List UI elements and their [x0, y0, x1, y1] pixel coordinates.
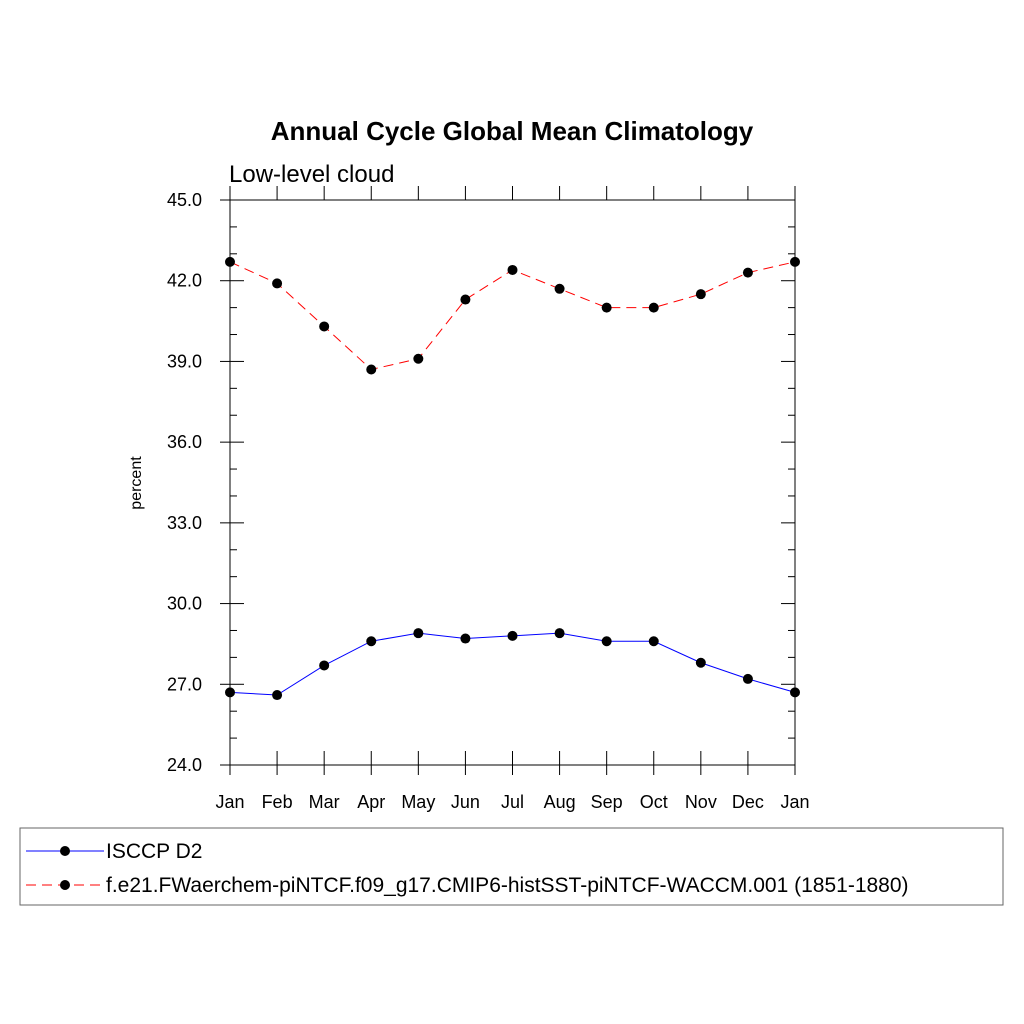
data-point	[413, 628, 424, 639]
series-layer	[225, 256, 800, 701]
data-point	[225, 687, 235, 698]
y-tick-label: 39.0	[167, 351, 202, 371]
data-point	[319, 660, 330, 671]
x-tick-label: Apr	[357, 792, 385, 812]
x-tick-label: Jul	[501, 792, 524, 812]
x-tick-label: Nov	[685, 792, 717, 812]
data-point	[648, 302, 659, 313]
x-tick-label: Sep	[591, 792, 623, 812]
x-tick-label: Oct	[640, 792, 668, 812]
data-point	[460, 633, 471, 644]
x-tick-label: Feb	[262, 792, 293, 812]
series-line	[229, 261, 796, 371]
data-point	[225, 256, 235, 267]
y-tick-label: 45.0	[167, 190, 202, 210]
data-point	[601, 302, 612, 313]
data-point	[366, 636, 377, 647]
data-point	[319, 321, 330, 332]
data-point	[695, 657, 706, 668]
axes: 24.0 27.0 30.0 33.0 36.0 39.0 42.0 45.0 Jan Feb Ma…	[167, 186, 810, 812]
series-1	[225, 256, 800, 375]
x-tick-label: Dec	[732, 792, 764, 812]
legend-marker	[60, 846, 70, 856]
data-point	[272, 690, 283, 701]
y-tick-label: 33.0	[167, 513, 202, 533]
legend-label: ISCCP D2	[106, 840, 202, 863]
legend-box	[19, 827, 1004, 906]
series-0	[225, 628, 800, 701]
data-point	[742, 673, 753, 684]
y-tick-label: 24.0	[167, 755, 202, 775]
data-point	[507, 630, 518, 641]
data-point	[507, 264, 518, 275]
y-tick-label: 30.0	[167, 594, 202, 614]
data-point	[554, 628, 565, 639]
x-tick-label: Jun	[451, 792, 480, 812]
x-tick-label: Jan	[780, 792, 809, 812]
data-point	[790, 256, 800, 267]
plot-frame	[229, 199, 796, 766]
legend-marker	[60, 880, 70, 890]
data-point	[648, 636, 659, 647]
data-point	[742, 267, 753, 278]
chart-title: Annual Cycle Global Mean Climatology	[271, 116, 754, 146]
x-tick-label: Mar	[309, 792, 340, 812]
data-point	[790, 687, 800, 698]
data-point	[366, 364, 377, 375]
x-tick-label: Aug	[544, 792, 576, 812]
data-point	[695, 289, 706, 300]
y-tick-label: 42.0	[167, 271, 202, 291]
x-tick-label: Jan	[215, 792, 244, 812]
y-tick-label: 27.0	[167, 674, 202, 694]
legend: ISCCP D2 f.e21.FWaerchem-piNTCF.f09_g17.C…	[19, 827, 1004, 906]
chart-subtitle: Low-level cloud	[229, 161, 394, 188]
y-tick-label: 36.0	[167, 432, 202, 452]
legend-label: f.e21.FWaerchem-piNTCF.f09_g17.CMIP6-his…	[106, 874, 909, 897]
series-line	[229, 632, 796, 696]
data-point	[601, 636, 612, 647]
x-tick-label: May	[401, 792, 435, 812]
data-point	[272, 278, 283, 289]
data-point	[554, 283, 565, 294]
y-axis-label: percent	[128, 456, 145, 510]
data-point	[460, 294, 471, 305]
data-point	[413, 353, 424, 364]
